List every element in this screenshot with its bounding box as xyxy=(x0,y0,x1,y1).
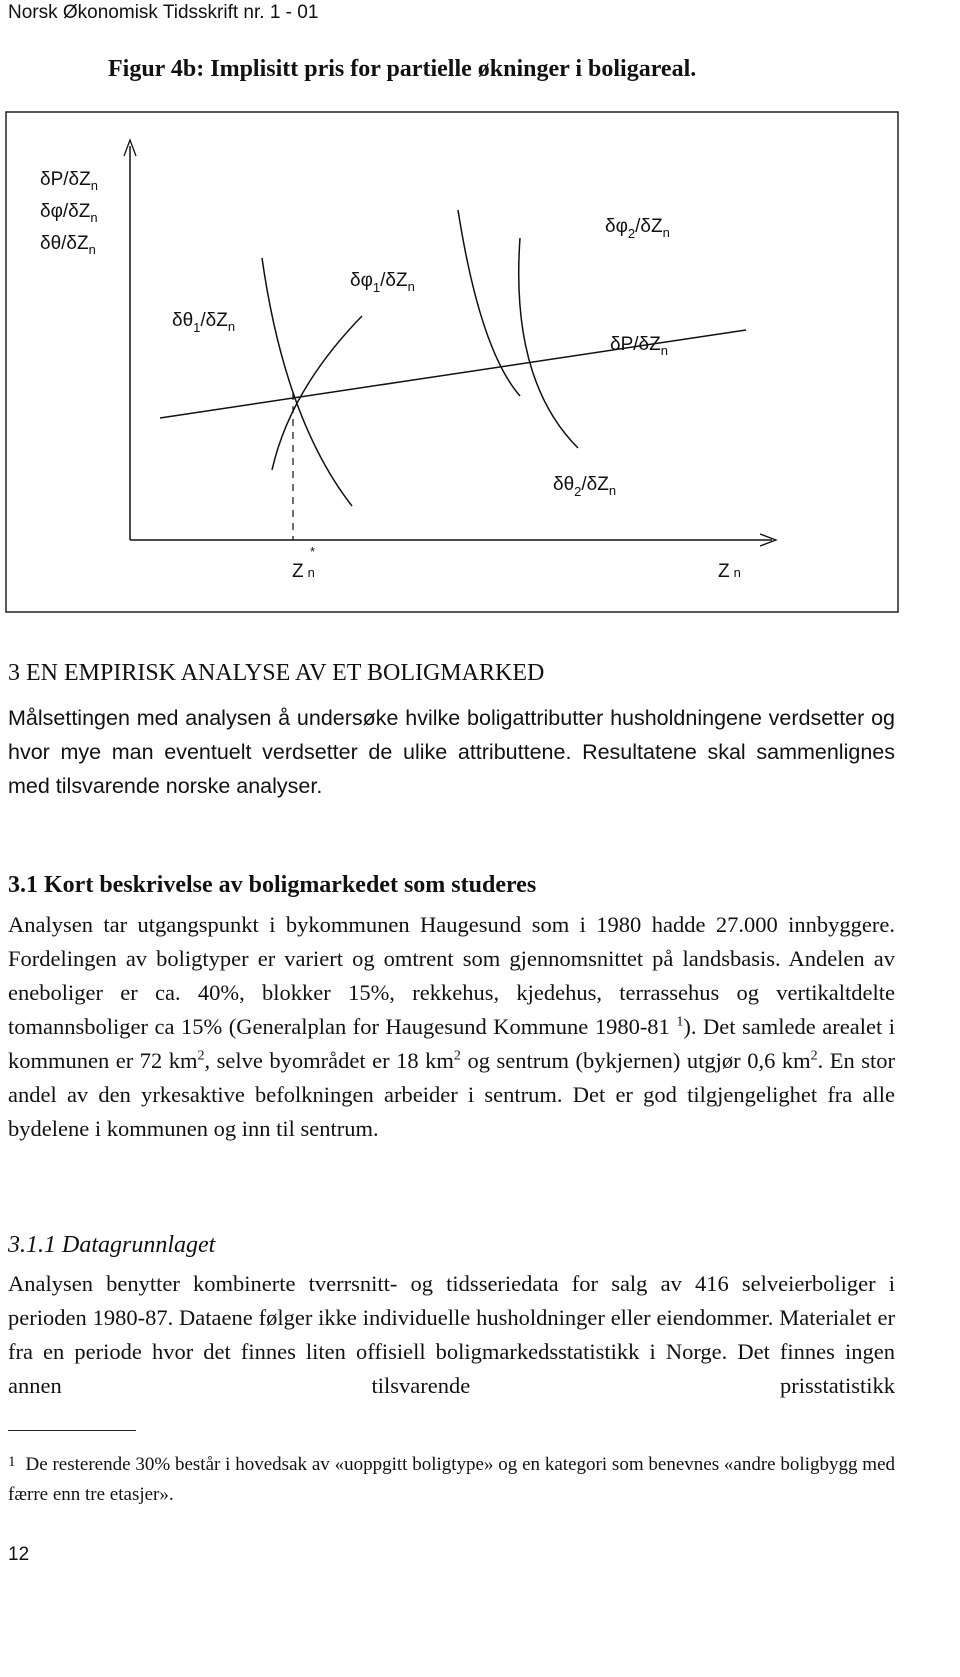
footnote: 1 De resterende 30% består i hovedsak av … xyxy=(8,1447,895,1510)
paragraph: Analysen tar utgangspunkt i bykommunen H… xyxy=(8,908,895,1146)
footnote-ref: 1 xyxy=(676,1014,684,1030)
text: ). Det samlede arealet i kommunen er 72 … xyxy=(8,1014,895,1073)
superscript: 2 xyxy=(197,1048,205,1064)
price-line xyxy=(159,329,747,419)
curve-label: δθ1/δZn xyxy=(172,310,235,335)
figure-title: Figur 4b: Implisitt pris for partielle ø… xyxy=(108,56,697,82)
curve-label: δθ2/δZn xyxy=(553,474,616,499)
footnote-text: De resterende 30% består i hovedsak av «… xyxy=(8,1454,895,1505)
y-label: δθ/δZn xyxy=(40,233,96,257)
text: Analysen tar utgangspunkt i bykommunen H… xyxy=(8,912,895,1039)
footnote-marker: 1 xyxy=(8,1454,16,1470)
curve-label: δφ1/δZn xyxy=(350,270,415,295)
figure: δP/δZn δφ/δZn δθ/δZn δφ2/δZn δφ1/δZn δθ1… xyxy=(5,111,899,613)
running-title: Norsk Økonomisk Tidsskrift nr. 1 - 01 xyxy=(8,2,319,23)
y-label: δP/δZn xyxy=(40,169,98,193)
paragraph: Målsettingen med analysen å undersøke hv… xyxy=(8,706,895,798)
curve-phi2 xyxy=(457,209,521,397)
subsection-heading: 3.1 Kort beskrivelse av boligmarkedet so… xyxy=(8,872,537,898)
section-heading: 3 EN EMPIRISK ANALYSE AV ET BOLIGMARKED xyxy=(8,660,545,686)
y-label: δφ/δZn xyxy=(40,201,98,225)
text: , selve byområdet er 18 km xyxy=(204,1048,454,1073)
x-label-star: * xyxy=(310,544,315,559)
curve-theta2 xyxy=(517,237,579,449)
x-arrow xyxy=(759,533,778,547)
figure-frame xyxy=(5,111,899,613)
superscript: 2 xyxy=(810,1048,818,1064)
text: og sentrum (bykjernen) utgjør 0,6 km xyxy=(460,1048,811,1073)
superscript: 2 xyxy=(453,1048,461,1064)
y-arrow xyxy=(123,138,137,157)
curve-phi1 xyxy=(271,315,363,471)
subsubsection-heading: 3.1.1 Datagrunnlaget xyxy=(8,1232,216,1258)
page-number: 12 xyxy=(8,1544,30,1565)
text: . En stor andel av den yrkesaktive befol… xyxy=(8,1048,895,1141)
curve-label: δP/δZn xyxy=(610,334,668,358)
curve-theta1 xyxy=(261,257,353,507)
paragraph: Analysen benytter kombinerte tverrsnitt-… xyxy=(8,1271,895,1398)
footnote-rule xyxy=(8,1430,136,1431)
curve-label: δφ2/δZn xyxy=(605,216,670,241)
